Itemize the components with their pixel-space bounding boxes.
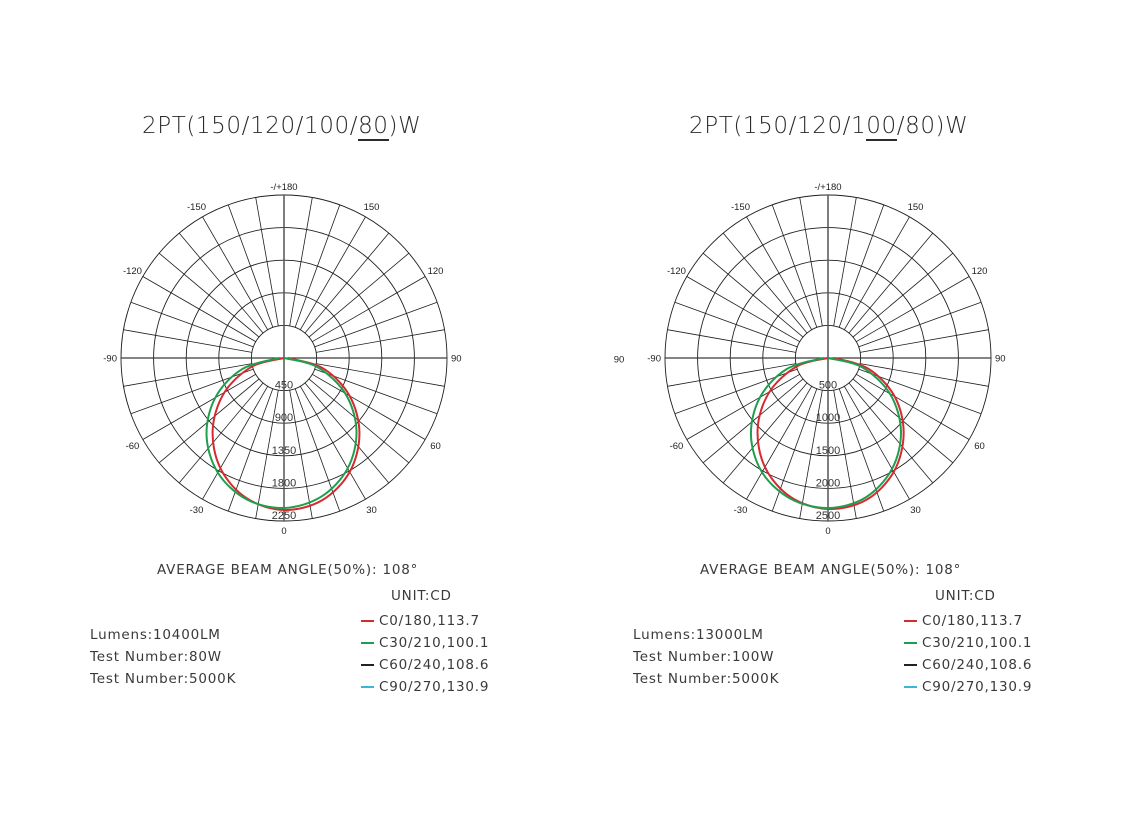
angle-label: -150 (731, 202, 750, 213)
radial-tick-label: 450 (275, 380, 293, 392)
polar-chart: 0 30 60 90 120 150 -/+180 -30 -60 -90 -120 -150 90 50… (614, 182, 1006, 537)
angle-label: 0 (825, 526, 830, 537)
radial-tick-label: 500 (819, 380, 837, 392)
angle-label: 150 (908, 202, 924, 213)
curve-C30-210 (749, 357, 902, 510)
chart-panel-80w: 2PT(150/120/100/80)W 0 30 60 90 120 150 -/+180… (90, 113, 489, 698)
angle-label: -30 (190, 505, 204, 516)
radial-tick-label: 2500 (816, 510, 840, 522)
spec-info: Lumens:10400LM Test Number:80W Test Numb… (90, 627, 236, 693)
angle-label: -60 (126, 441, 140, 452)
radial-tick-labels: 500 1000 1500 2000 2500 (816, 380, 840, 522)
title-text-end: )W (388, 113, 422, 139)
green-line-swatch-icon (904, 642, 917, 644)
wattage-value: Test Number:80W (90, 649, 222, 665)
legend-item-c30: C30/210,100.1 (361, 632, 489, 654)
chart-title: 2PT(150/120/100/80)W (142, 113, 422, 141)
cct-value: Test Number:5000K (633, 671, 780, 687)
radial-tick-label: 2250 (272, 510, 296, 522)
angle-label: -120 (667, 266, 686, 277)
radial-tick-labels: 450 900 1350 1800 2250 (272, 380, 296, 522)
radial-tick-label: 1000 (816, 412, 840, 424)
red-line-swatch-icon (904, 620, 917, 622)
spec-info: Lumens:13000LM Test Number:100W Test Num… (633, 627, 779, 693)
unit-label: UNIT:CD (391, 588, 452, 604)
cct-value: Test Number:5000K (90, 671, 237, 687)
angle-label: 90 (451, 354, 462, 365)
radial-tick-label: 1800 (272, 477, 296, 489)
radial-tick-label: 1350 (272, 445, 296, 457)
angle-label: -90 (103, 354, 117, 365)
angle-label: 90 (995, 354, 1006, 365)
black-line-swatch-icon (361, 664, 374, 666)
legend-item-c30: C30/210,100.1 (904, 632, 1032, 654)
intensity-curves (205, 357, 361, 511)
title-text-end: /80)W (896, 113, 969, 139)
angle-label: -150 (187, 202, 206, 213)
intensity-curves (749, 357, 905, 511)
angle-labels: 0 30 60 90 120 150 -/+180 -30 -60 -90 -120 -150 90 (614, 182, 1006, 537)
angle-label: -120 (123, 266, 142, 277)
curve-C0-180 (211, 357, 361, 511)
angle-label: 0 (281, 526, 286, 537)
red-line-swatch-icon (361, 620, 374, 622)
title-text: 2PT(150/120/100/ (142, 113, 359, 139)
angle-label: 150 (364, 202, 380, 213)
radial-tick-label: 1500 (816, 445, 840, 457)
angle-label: 30 (366, 505, 377, 516)
legend: C0/180,113.7 C30/210,100.1 C60/240,108.6… (904, 610, 1032, 698)
beam-angle: AVERAGE BEAM ANGLE(50%): 108° (700, 562, 962, 578)
angle-label: 30 (910, 505, 921, 516)
angle-label: -/+180 (270, 182, 297, 193)
angle-label: -90 (647, 354, 661, 365)
cyan-line-swatch-icon (904, 686, 917, 688)
title-text: 2PT(150/120/1 (689, 113, 867, 139)
legend-item-c60: C60/240,108.6 (904, 654, 1032, 676)
radial-tick-label: 900 (275, 412, 293, 424)
green-line-swatch-icon (361, 642, 374, 644)
wattage-value: Test Number:100W (633, 649, 775, 665)
angle-label: 120 (972, 266, 988, 277)
angle-label: -30 (734, 505, 748, 516)
angle-label-extra: 90 (614, 355, 625, 366)
angle-label: -60 (670, 441, 684, 452)
unit-label: UNIT:CD (935, 588, 996, 604)
chart-title: 2PT(150/120/100/80)W (689, 113, 969, 141)
title-highlight: 80 (358, 113, 389, 141)
angle-label: 120 (428, 266, 444, 277)
angle-labels: 0 30 60 90 120 150 -/+180 -30 -60 -90 -120 -150 (103, 182, 461, 537)
legend: C0/180,113.7 C30/210,100.1 C60/240,108.6… (361, 610, 489, 698)
chart-panel-100w: 2PT(150/120/100/80)W 0 30 60 90 120 150 -/+180… (544, 0, 1111, 833)
polar-chart: 0 30 60 90 120 150 -/+180 -30 -60 -90 -120 -150 450 9… (103, 182, 461, 537)
title-highlight: 00 (866, 113, 897, 141)
legend-item-c0: C0/180,113.7 (361, 610, 489, 632)
beam-angle: AVERAGE BEAM ANGLE(50%): 108° (157, 562, 419, 578)
angle-label: 60 (430, 441, 441, 452)
angle-label: -/+180 (814, 182, 841, 193)
black-line-swatch-icon (904, 664, 917, 666)
cyan-line-swatch-icon (361, 686, 374, 688)
legend-item-c90: C90/270,130.9 (904, 676, 1032, 698)
legend-item-c0: C0/180,113.7 (904, 610, 1032, 632)
legend-item-c60: C60/240,108.6 (361, 654, 489, 676)
legend-item-c90: C90/270,130.9 (361, 676, 489, 698)
lumens-value: Lumens:10400LM (90, 627, 221, 643)
lumens-value: Lumens:13000LM (633, 627, 764, 643)
polar-grid (664, 194, 992, 522)
angle-label: 60 (974, 441, 985, 452)
radial-tick-label: 2000 (816, 477, 840, 489)
curve-C30-210 (205, 357, 358, 509)
